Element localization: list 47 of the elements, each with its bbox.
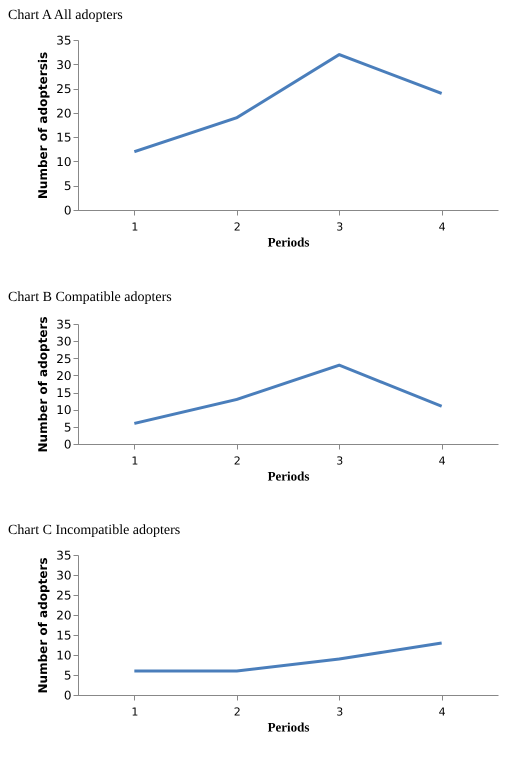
y-tick-label: 25 <box>56 352 72 366</box>
y-tick-label: 15 <box>56 386 72 400</box>
x-axis-title: Periods <box>268 720 310 734</box>
x-tick-label: 4 <box>438 220 446 234</box>
chart-title: Chart A All adopters <box>8 8 123 23</box>
y-tick-label: 15 <box>56 628 72 642</box>
y-tick-label: 20 <box>56 608 72 622</box>
y-tick-label: 5 <box>64 179 72 194</box>
y-tick-label: 20 <box>56 106 72 120</box>
y-tick-label: 35 <box>56 548 72 562</box>
y-tick-label: 0 <box>64 438 72 452</box>
x-tick-label: 1 <box>131 706 138 718</box>
y-tick-label: 20 <box>56 368 72 383</box>
y-tick-label: 10 <box>56 403 72 418</box>
y-tick-label: 25 <box>56 588 72 602</box>
y-tick-label: 35 <box>56 34 72 48</box>
y-tick-label: 15 <box>56 130 72 145</box>
x-tick-label: 3 <box>336 220 344 234</box>
y-tick-label: 30 <box>56 58 72 72</box>
x-tick-label: 2 <box>234 454 241 468</box>
line-series <box>132 53 444 154</box>
x-tick-label: 3 <box>336 706 344 718</box>
y-tick-label: 10 <box>56 154 72 169</box>
chart-title: Chart C Incompatible adopters <box>8 523 180 538</box>
x-tick-label: 4 <box>438 706 446 718</box>
y-tick-label: 10 <box>56 648 72 662</box>
x-tick-label: 4 <box>438 454 446 468</box>
y-axis-title: Number of adopters <box>36 316 50 453</box>
line-series <box>132 364 444 425</box>
y-tick-label: 25 <box>56 82 72 96</box>
y-tick-label: 35 <box>56 318 72 332</box>
y-tick-label: 0 <box>64 204 72 218</box>
x-axis-title: Periods <box>268 468 310 484</box>
x-tick-label: 2 <box>234 220 241 234</box>
y-axis-title: Number of adopters <box>36 557 50 694</box>
x-axis-title: Periods <box>268 234 310 250</box>
y-tick-label: 30 <box>56 568 72 582</box>
x-tick-label: 2 <box>234 706 241 718</box>
chart-title: Chart B Compatible adopters <box>8 290 172 305</box>
y-tick-label: 0 <box>64 688 72 702</box>
x-tick-label: 1 <box>131 454 138 468</box>
y-tick-label: 30 <box>56 334 72 349</box>
y-tick-label: 5 <box>64 668 72 682</box>
x-tick-label: 3 <box>336 454 344 468</box>
y-tick-label: 5 <box>64 420 72 434</box>
y-axis-title: Number of adoptersis <box>36 52 50 200</box>
x-tick-label: 1 <box>131 220 138 234</box>
